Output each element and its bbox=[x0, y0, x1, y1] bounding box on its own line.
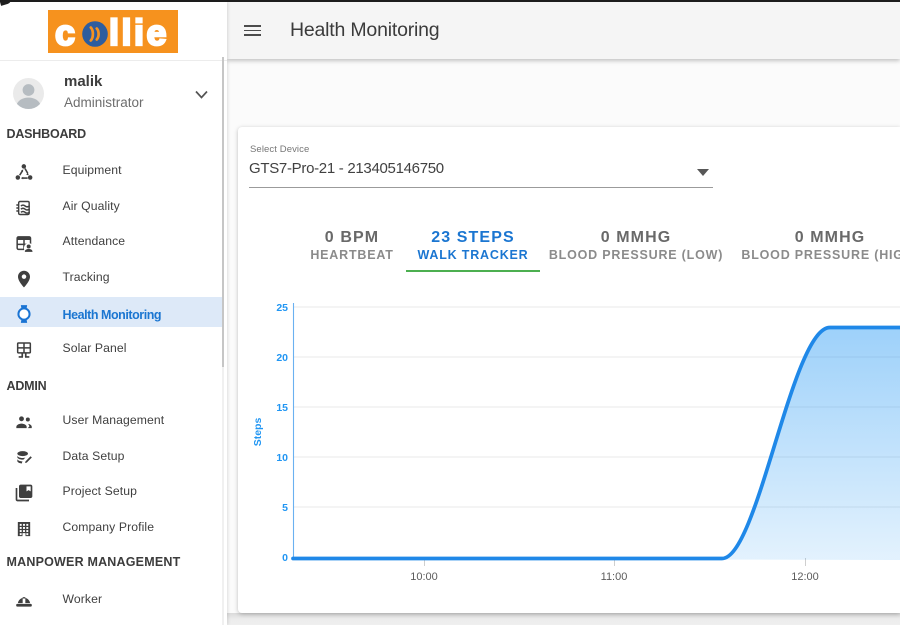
svg-text:25: 25 bbox=[276, 302, 288, 314]
svg-text:0: 0 bbox=[282, 552, 288, 564]
svg-text:10: 10 bbox=[276, 452, 288, 464]
svg-text:20: 20 bbox=[276, 352, 288, 364]
svg-text:12:00: 12:00 bbox=[791, 571, 819, 583]
svg-text:5: 5 bbox=[282, 502, 288, 514]
svg-text:11:00: 11:00 bbox=[601, 571, 628, 583]
svg-text:15: 15 bbox=[276, 402, 288, 414]
svg-text:Steps: Steps bbox=[252, 418, 264, 447]
svg-text:10:00: 10:00 bbox=[410, 571, 438, 583]
